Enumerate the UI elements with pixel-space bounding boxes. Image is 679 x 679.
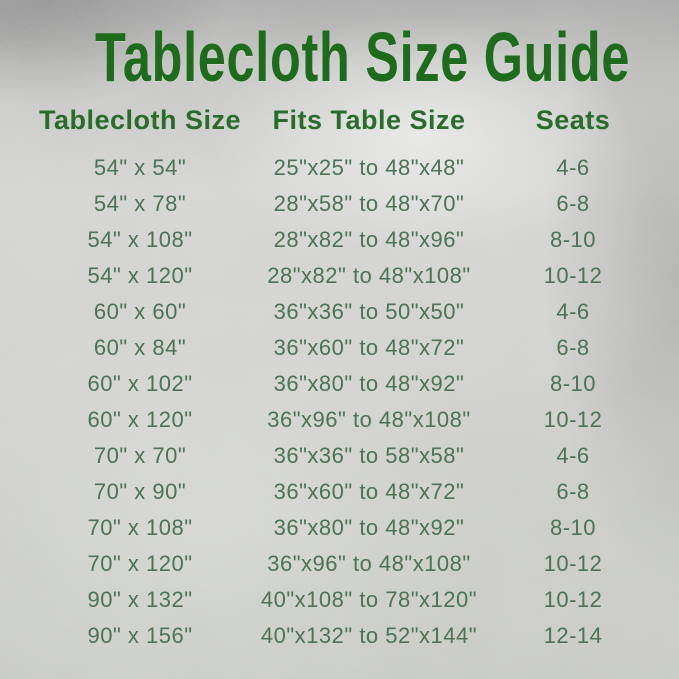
fits-table-size-cell: 36"x80" to 48"x92" (273, 371, 465, 396)
table-row: 54" x 108" 28"x82" to 48"x96" 8-10 (0, 222, 679, 258)
table-row: 70" x 120" 36"x96" to 48"x108" 10-12 (0, 546, 679, 582)
seats-cell: 10-12 (543, 407, 603, 432)
tablecloth-size-cell: 54" x 78" (93, 191, 187, 216)
column-header-fits-table-size: Fits Table Size (272, 105, 466, 135)
tablecloth-size-cell: 60" x 84" (93, 335, 187, 360)
fits-table-size-cell: 36"x60" to 48"x72" (273, 479, 465, 504)
tablecloth-size-cell: 90" x 132" (87, 587, 193, 612)
size-table: Tablecloth Size Fits Table Size Seats 54… (0, 100, 679, 654)
table-rows: 54" x 54" 25"x25" to 48"x48" 4-6 54" x 78" 2… (0, 150, 679, 654)
table-row: 90" x 132" 40"x108" to 78"x120" 10-12 (0, 582, 679, 618)
table-header-row: Tablecloth Size Fits Table Size Seats (0, 100, 679, 140)
table-row: 70" x 90" 36"x60" to 48"x72" 6-8 (0, 474, 679, 510)
fits-table-size-cell: 40"x108" to 78"x120" (260, 587, 478, 612)
seats-cell: 10-12 (543, 587, 603, 612)
seats-cell: 4-6 (556, 299, 590, 324)
table-row: 54" x 120" 28"x82" to 48"x108" 10-12 (0, 258, 679, 294)
fits-table-size-cell: 36"x96" to 48"x108" (267, 407, 471, 432)
seats-cell: 8-10 (549, 371, 597, 396)
tablecloth-size-cell: 70" x 108" (87, 515, 193, 540)
tablecloth-size-cell: 54" x 54" (93, 155, 187, 180)
page-title: Tablecloth Size Guide (95, 18, 631, 96)
seats-cell: 6-8 (556, 191, 590, 216)
tablecloth-size-cell: 70" x 70" (93, 443, 187, 468)
table-row: 60" x 102" 36"x80" to 48"x92" 8-10 (0, 366, 679, 402)
tablecloth-size-cell: 70" x 90" (93, 479, 187, 504)
table-row: 70" x 108" 36"x80" to 48"x92" 8-10 (0, 510, 679, 546)
tablecloth-size-cell: 60" x 102" (87, 371, 193, 396)
table-row: 54" x 54" 25"x25" to 48"x48" 4-6 (0, 150, 679, 186)
seats-cell: 4-6 (556, 155, 590, 180)
fits-table-size-cell: 36"x96" to 48"x108" (267, 551, 471, 576)
fits-table-size-cell: 28"x82" to 48"x108" (267, 263, 471, 288)
table-row: 70" x 70" 36"x36" to 58"x58" 4-6 (0, 438, 679, 474)
table-row: 60" x 84" 36"x60" to 48"x72" 6-8 (0, 330, 679, 366)
tablecloth-size-cell: 70" x 120" (87, 551, 193, 576)
fits-table-size-cell: 36"x60" to 48"x72" (273, 335, 465, 360)
fits-table-size-cell: 40"x132" to 52"x144" (260, 623, 478, 648)
fits-table-size-cell: 36"x80" to 48"x92" (273, 515, 465, 540)
column-header-seats: Seats (535, 105, 611, 135)
seats-cell: 4-6 (556, 443, 590, 468)
seats-cell: 10-12 (543, 551, 603, 576)
fits-table-size-cell: 25"x25" to 48"x48" (273, 155, 465, 180)
fits-table-size-cell: 36"x36" to 58"x58" (273, 443, 465, 468)
tablecloth-size-cell: 54" x 120" (87, 263, 193, 288)
table-row: 60" x 60" 36"x36" to 50"x50" 4-6 (0, 294, 679, 330)
tablecloth-size-cell: 60" x 120" (87, 407, 193, 432)
seats-cell: 10-12 (543, 263, 603, 288)
table-row: 60" x 120" 36"x96" to 48"x108" 10-12 (0, 402, 679, 438)
column-header-tablecloth-size: Tablecloth Size (38, 105, 242, 135)
seats-cell: 8-10 (549, 515, 597, 540)
seats-cell: 8-10 (549, 227, 597, 252)
table-row: 54" x 78" 28"x58" to 48"x70" 6-8 (0, 186, 679, 222)
tablecloth-size-cell: 60" x 60" (93, 299, 187, 324)
seats-cell: 6-8 (556, 335, 590, 360)
fits-table-size-cell: 28"x82" to 48"x96" (273, 227, 465, 252)
seats-cell: 6-8 (556, 479, 590, 504)
tablecloth-size-cell: 54" x 108" (87, 227, 193, 252)
tablecloth-size-cell: 90" x 156" (87, 623, 193, 648)
fits-table-size-cell: 36"x36" to 50"x50" (273, 299, 465, 324)
fits-table-size-cell: 28"x58" to 48"x70" (273, 191, 465, 216)
table-row: 90" x 156" 40"x132" to 52"x144" 12-14 (0, 618, 679, 654)
seats-cell: 12-14 (543, 623, 603, 648)
